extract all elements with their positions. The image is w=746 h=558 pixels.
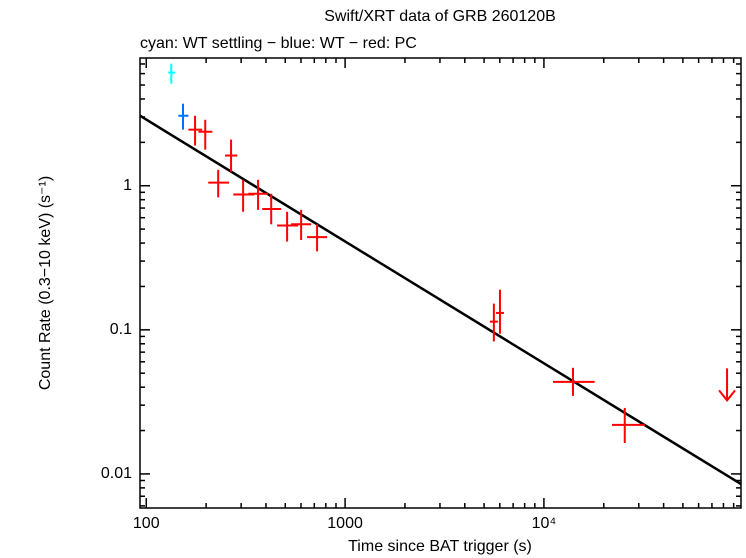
- chart-title: Swift/XRT data of GRB 260120B: [324, 8, 556, 25]
- fit-line: [139, 114, 742, 486]
- y-tick-label: 0.01: [101, 465, 132, 482]
- y-axis-label: Count Rate (0.3−10 keV) (s⁻¹): [37, 176, 54, 390]
- x-tick-label: 1000: [327, 515, 363, 532]
- y-tick-label: 0.1: [110, 321, 132, 338]
- x-tick-label: 100: [133, 515, 160, 532]
- x-axis-label: Time since BAT trigger (s): [348, 538, 532, 555]
- y-tick-label: 1: [123, 177, 132, 194]
- x-tick-label: 10⁴: [532, 515, 557, 532]
- chart-subtitle: cyan: WT settling − blue: WT − red: PC: [140, 35, 417, 52]
- upper-limit-arrow: [718, 368, 736, 402]
